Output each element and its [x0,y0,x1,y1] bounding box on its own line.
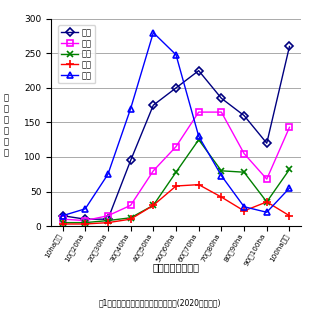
留萌 [60,222,64,226]
宗谷 [151,203,155,207]
留萌 [106,221,110,225]
釧路 [265,177,269,181]
根室 [242,114,246,117]
留萌 [174,184,178,188]
十勝 [83,207,87,211]
Text: 経営耕地面積規模: 経営耕地面積規模 [153,262,199,272]
宗谷 [197,138,201,142]
十勝 [106,172,110,176]
根室 [174,86,178,90]
留萌 [242,209,246,213]
Line: 釧路: 釧路 [60,109,292,223]
根室 [129,159,132,162]
根室 [197,69,201,73]
釧路 [106,214,110,218]
留萌 [129,217,132,221]
留萌 [197,183,201,187]
十勝 [197,134,201,138]
宗谷 [242,170,246,174]
釧路 [288,125,292,129]
根室 [106,217,110,221]
十勝 [151,31,155,35]
根室 [220,96,223,100]
留萌 [288,214,292,218]
宗谷 [83,221,87,225]
Legend: 根室, 釧路, 宗谷, 留萌, 十勝: 根室, 釧路, 宗谷, 留萌, 十勝 [58,25,95,84]
釧路 [220,110,223,114]
宗谷 [174,170,178,174]
十勝 [242,205,246,208]
留萌 [83,222,87,226]
釧路 [242,152,246,155]
釧路 [129,203,132,207]
Text: 囱1　支庁別にみた面積規模別農家数(2020年予測値): 囱1 支庁別にみた面積規模別農家数(2020年予測値) [99,299,221,308]
Line: 留萌: 留萌 [58,181,294,228]
根室 [83,217,87,221]
根室 [151,103,155,107]
宗谷 [288,168,292,171]
宗谷 [129,216,132,220]
釧路 [83,219,87,222]
宗谷 [220,169,223,173]
十勝 [60,214,64,218]
留萌 [220,195,223,199]
留萌 [265,200,269,204]
根室 [265,141,269,145]
Line: 十勝: 十勝 [59,29,293,219]
留萌 [151,203,155,207]
Text: 農
家
数
（
戸
）: 農 家 数 （ 戸 ） [4,93,9,158]
釧路 [151,169,155,173]
十勝 [129,107,132,111]
根室 [60,214,64,218]
十勝 [265,210,269,214]
宗谷 [60,221,64,225]
十勝 [220,174,223,177]
十勝 [174,53,178,57]
Line: 宗谷: 宗谷 [59,136,293,226]
宗谷 [265,200,269,204]
十勝 [288,186,292,190]
釧路 [174,145,178,149]
宗谷 [106,219,110,222]
根室 [288,45,292,48]
釧路 [197,110,201,114]
釧路 [60,217,64,221]
Line: 根室: 根室 [60,44,292,222]
